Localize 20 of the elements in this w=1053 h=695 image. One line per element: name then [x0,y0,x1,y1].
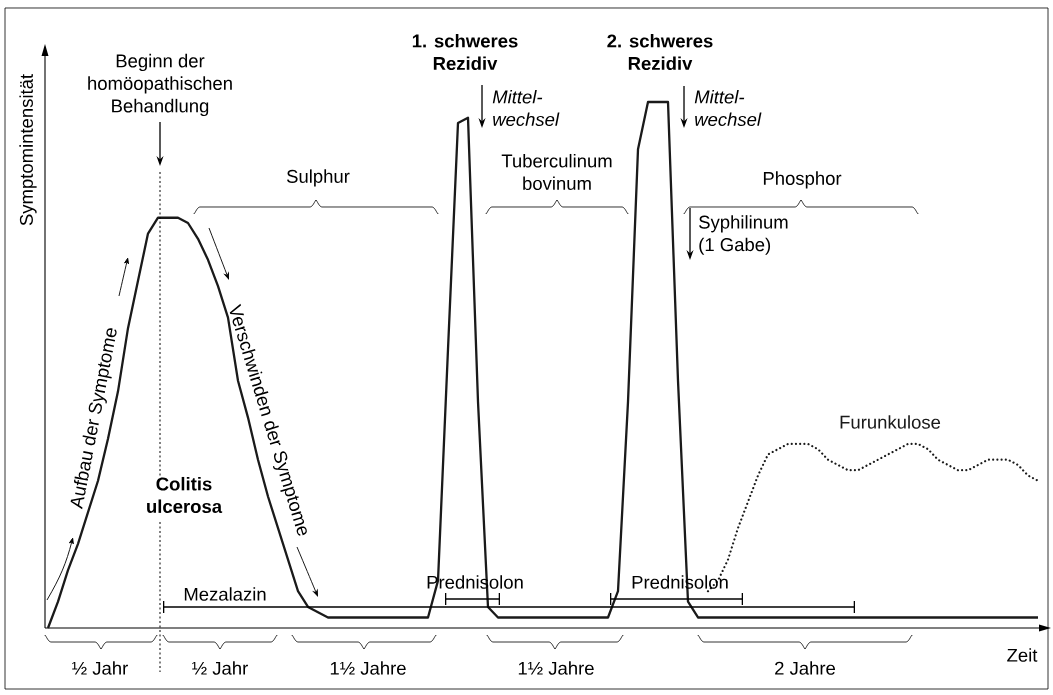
text: ½ Jahr [72,661,128,675]
annotation: Mittel-wechsel [492,89,560,127]
annotation: Mittel-wechsel [694,89,762,127]
text: 1½ Jahre [330,661,406,675]
text: 2 Jahre [775,661,836,675]
annotation: Mezalazin [184,587,266,601]
text: 1. schweres Rezidiv [412,33,518,71]
annotation: Aufbau der Symptome [70,328,117,510]
text: 2. schweres Rezidiv [607,33,713,71]
annotation: Sulphur [286,169,350,187]
text: 1½ Jahre [518,661,594,675]
text: ½ Jahr [192,661,248,675]
annotation: Beginn der homöopathischen Behandlung [88,53,232,117]
annotation: Phosphor [763,171,842,189]
annotation: Tuberculinum bovinum [501,153,612,191]
annotation: Colitis ulcerosa [147,476,223,514]
y-axis-title: Symptomintensität [19,74,37,226]
series-label: Furunkulose [840,415,941,429]
annotation: Syphilinum (1 Gabe) [699,215,788,255]
x-axis-title: Zeit [1007,648,1038,662]
